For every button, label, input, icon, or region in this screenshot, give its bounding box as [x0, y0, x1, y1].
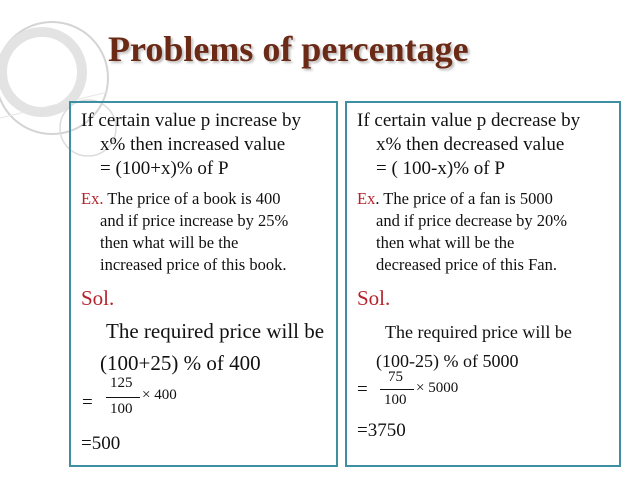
increase-statement: The required price will be: [106, 319, 325, 343]
decrease-fraction-bar: [380, 389, 414, 390]
decrease-example-line-3: then what will be the: [376, 233, 515, 252]
decrease-numerator: 75: [388, 369, 403, 385]
increase-example-text: The price of a book is 400: [103, 189, 281, 208]
increase-rule-line-2: x% then increased value: [100, 134, 286, 155]
increase-multiplier: × 400: [142, 387, 177, 403]
increase-example-line-2: and if price increase by 25%: [100, 211, 289, 230]
increase-ex-label: Ex.: [81, 189, 104, 208]
increase-panel: [69, 101, 338, 467]
decrease-multiplier: × 5000: [416, 380, 459, 396]
decrease-rule-line-3: = ( 100-x)% of P: [376, 158, 505, 179]
decrease-rule-line-2: x% then decreased value: [376, 134, 565, 155]
increase-example-line-3: then what will be the: [100, 233, 239, 252]
decrease-example-line-1: Ex. The price of a fan is 5000: [357, 188, 553, 210]
decrease-panel: [345, 101, 621, 467]
increase-rule-line-3: = (100+x)% of P: [100, 158, 229, 179]
decrease-example-text: . The price of a fan is 5000: [375, 189, 553, 208]
decrease-ex-label: Ex: [357, 189, 376, 208]
decrease-result: =3750: [357, 420, 406, 441]
increase-sol-label: Sol.: [81, 286, 115, 310]
decrease-sol-label: Sol.: [357, 286, 391, 310]
decrease-example-line-2: and if price decrease by 20%: [376, 211, 568, 230]
increase-denominator: 100: [110, 401, 133, 417]
increase-numerator: 125: [110, 375, 133, 391]
increase-fraction-bar: [106, 397, 140, 398]
increase-example-line-1: Ex. The price of a book is 400: [81, 188, 281, 210]
increase-example-line-4: increased price of this book.: [100, 255, 287, 274]
decrease-example-line-4: decreased price of this Fan.: [376, 255, 557, 274]
decrease-rule-line-1: If certain value p decrease by: [357, 110, 581, 131]
increase-rule-line-1: If certain value p increase by: [81, 110, 301, 131]
page-title: Problems of percentage: [108, 29, 469, 69]
decrease-eq-sign: =: [357, 379, 368, 400]
decrease-denominator: 100: [384, 392, 407, 408]
increase-expression: (100+25) % of 400: [100, 351, 261, 375]
increase-eq-sign: =: [82, 392, 93, 413]
decrease-expression: (100-25) % of 5000: [376, 351, 519, 371]
increase-result: =500: [81, 433, 121, 454]
decrease-statement: The required price will be: [385, 322, 572, 342]
